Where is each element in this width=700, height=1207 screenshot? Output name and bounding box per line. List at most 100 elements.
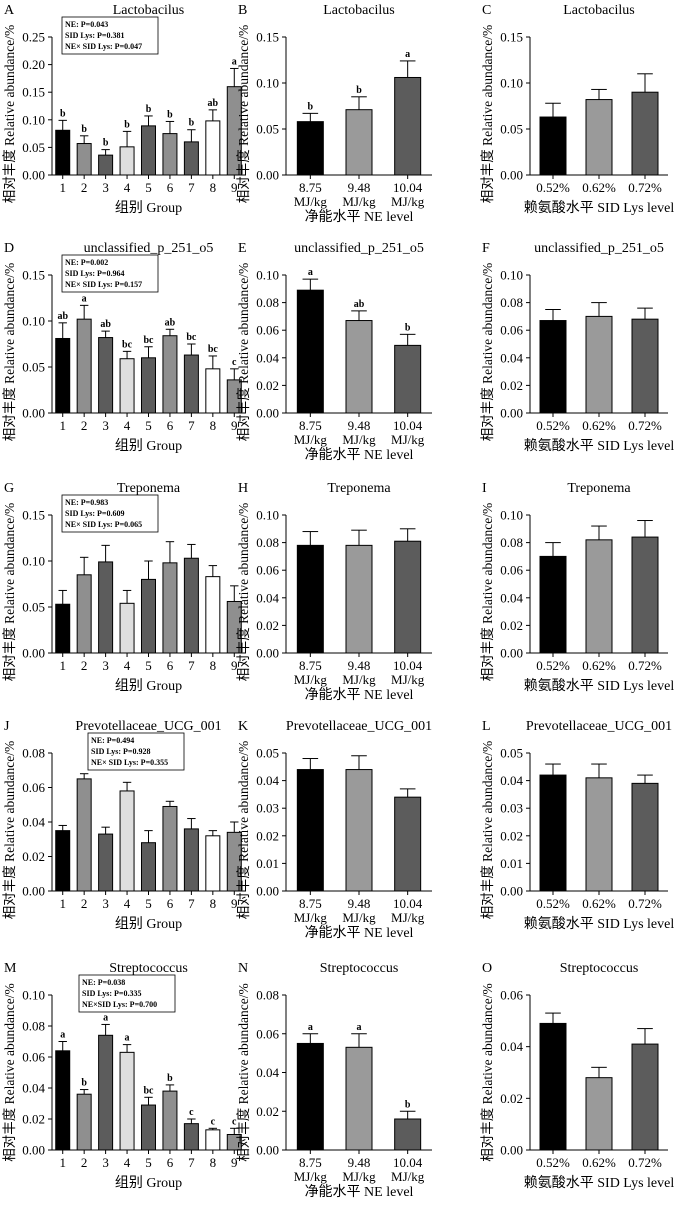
x-tick-label: 3: [102, 1155, 109, 1170]
bar: [296, 121, 324, 176]
significance-label: bc: [208, 344, 219, 355]
panel-letter: G: [4, 481, 14, 496]
stats-line: NE: P=0.983: [65, 498, 108, 507]
x-tick-label: 8: [210, 180, 217, 195]
x-tick-label: 10.04: [393, 1155, 423, 1170]
x-tick-label: 3: [102, 896, 109, 911]
x-tick-label: 0.52%: [536, 1155, 570, 1170]
y-tick-label: 0.04: [256, 350, 279, 365]
y-tick-label: 0.02: [500, 618, 523, 633]
significance-label: bc: [122, 339, 133, 350]
significance-label: b: [189, 118, 195, 129]
y-tick-label: 0.03: [500, 801, 523, 816]
y-tick-label: 0.25: [22, 30, 45, 45]
bar: [345, 1046, 373, 1151]
y-axis-label: 相对丰度 Relative abundance/%: [236, 25, 251, 203]
y-tick-label: 0.06: [500, 988, 523, 1003]
x-tick-label: 5: [145, 658, 152, 673]
significance-label: a: [82, 293, 87, 304]
x-axis-label: 净能水平 NE level: [305, 925, 414, 941]
significance-label: a: [232, 56, 237, 67]
x-tick-label: 9.48: [348, 180, 371, 195]
bar: [162, 562, 178, 654]
x-tick-label: 0.72%: [628, 180, 662, 195]
x-tick-label: 7: [188, 896, 195, 911]
y-tick-label: 0.08: [500, 535, 523, 550]
y-tick-label: 0.00: [500, 646, 523, 661]
y-tick-label: 0.05: [256, 122, 279, 137]
stats-line: NE× SID Lys: P=0.047: [65, 42, 142, 51]
x-tick-label: 8.75: [299, 1155, 322, 1170]
significance-label: c: [232, 357, 237, 368]
y-tick-label: 0.00: [22, 168, 45, 183]
y-tick-label: 0.05: [22, 360, 45, 375]
bar: [585, 777, 613, 892]
x-tick-label: 0.72%: [628, 658, 662, 673]
x-tick-label: 7: [188, 418, 195, 433]
bar: [296, 769, 324, 892]
y-tick-label: 0.10: [22, 314, 45, 329]
y-axis-label: 相对丰度 Relative abundance/%: [236, 263, 251, 441]
x-tick-label: 1: [59, 418, 66, 433]
x-tick-label: 9.48: [348, 896, 371, 911]
significance-label: ab: [57, 311, 68, 322]
panel-letter: H: [238, 481, 248, 496]
significance-label: b: [124, 119, 130, 130]
x-tick-label: 6: [167, 658, 174, 673]
significance-label: b: [60, 108, 66, 119]
stats-line: SID Lys: P=0.964: [65, 269, 124, 278]
panel-title: unclassified_p_251_o5: [534, 241, 664, 256]
bar: [631, 782, 659, 892]
y-tick-label: 0.00: [22, 646, 45, 661]
bar: [98, 154, 114, 176]
x-tick-label: 0.52%: [536, 180, 570, 195]
bar: [631, 536, 659, 654]
y-tick-label: 0.00: [22, 406, 45, 421]
panel-title: Treponema: [567, 481, 631, 496]
y-axis-label: 相对丰度 Relative abundance/%: [2, 25, 17, 203]
stats-line: NE× SID Lys: P=0.065: [65, 520, 142, 529]
y-tick-label: 0.00: [256, 1143, 279, 1158]
stats-line: SID Lys: P=0.335: [82, 989, 141, 998]
panel-title: Treponema: [327, 481, 391, 496]
significance-label: a: [308, 267, 313, 278]
y-axis-label: 相对丰度 Relative abundance/%: [2, 983, 17, 1161]
x-tick-label: 6: [167, 180, 174, 195]
y-tick-label: 0.04: [256, 590, 279, 605]
bar: [183, 1123, 199, 1151]
x-tick-label: MJ/kg: [391, 194, 425, 209]
x-tick-label: MJ/kg: [391, 910, 425, 925]
bar: [141, 578, 156, 654]
bar: [183, 141, 199, 176]
x-axis-label: 组别 Group: [115, 916, 182, 932]
bar: [162, 805, 178, 892]
panel-letter: A: [4, 3, 15, 18]
x-tick-label: 2: [81, 180, 88, 195]
y-axis-label: 相对丰度 Relative abundance/%: [236, 983, 251, 1161]
bar: [162, 133, 178, 176]
y-axis-label: 相对丰度 Relative abundance/%: [480, 25, 495, 203]
panel-title: Lactobacilus: [563, 3, 635, 18]
panel-letter: J: [4, 719, 10, 734]
stats-box: [87, 732, 185, 771]
x-tick-label: MJ/kg: [391, 672, 425, 687]
significance-label: b: [81, 124, 87, 135]
stats-line: SID Lys: P=0.381: [65, 31, 124, 40]
x-tick-label: 9: [231, 658, 238, 673]
y-tick-label: 0.02: [256, 378, 279, 393]
y-tick-label: 0.02: [256, 618, 279, 633]
bar: [205, 835, 221, 892]
bar: [394, 540, 422, 654]
bar: [98, 337, 114, 414]
x-tick-label: 4: [124, 658, 131, 673]
panel-title: Streptococcus: [560, 961, 639, 976]
bar: [539, 555, 567, 654]
panel-title: Treponema: [117, 481, 181, 496]
x-tick-label: 7: [188, 658, 195, 673]
x-tick-label: MJ/kg: [342, 672, 376, 687]
bar: [205, 576, 221, 654]
bar: [119, 602, 135, 654]
significance-label: b: [146, 104, 152, 115]
x-tick-label: MJ/kg: [391, 432, 425, 447]
panel-g: G Treponema 0.00 0.05 0.10 0.15 相对丰度 Relative …: [2, 481, 245, 694]
